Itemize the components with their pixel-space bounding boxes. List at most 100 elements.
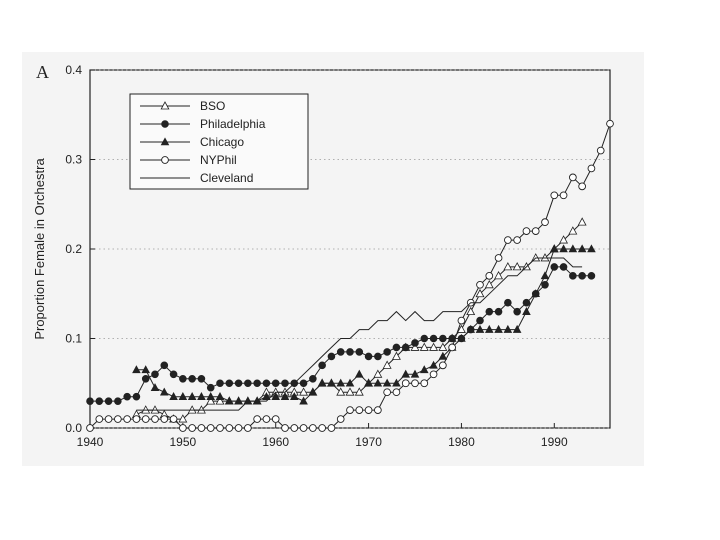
- data-point-philadelphia: [411, 339, 419, 347]
- legend-label-bso: BSO: [200, 99, 225, 113]
- data-point-chicago: [364, 378, 373, 387]
- data-point-chicago: [289, 392, 299, 400]
- data-point-philadelphia: [429, 334, 438, 343]
- data-point-nyphil: [429, 370, 438, 379]
- data-point-nyphil: [346, 406, 354, 414]
- data-point-philadelphia: [179, 374, 187, 383]
- data-point-bso: [382, 360, 392, 369]
- data-point-chicago: [373, 378, 383, 387]
- data-point-chicago: [438, 351, 448, 360]
- data-point-nyphil: [448, 343, 456, 352]
- data-point-chicago: [271, 392, 281, 400]
- data-point-chicago: [503, 324, 513, 333]
- data-point-bso: [336, 387, 346, 396]
- data-point-bso: [512, 262, 522, 271]
- data-point-bso: [206, 396, 216, 405]
- y-tick-label: 0.3: [65, 153, 82, 167]
- data-point-philadelphia: [141, 374, 150, 383]
- data-point-nyphil: [494, 254, 503, 262]
- data-point-chicago: [494, 324, 503, 333]
- y-axis-title: Proportion Female in Orchestra: [32, 158, 47, 340]
- data-point-chicago: [540, 271, 550, 280]
- data-point-nyphil: [606, 119, 614, 128]
- data-point-nyphil: [299, 424, 308, 432]
- data-point-bso: [503, 262, 513, 271]
- data-point-philadelphia: [336, 348, 345, 356]
- data-point-philadelphia: [216, 379, 224, 388]
- data-point-chicago: [577, 244, 587, 253]
- data-point-nyphil: [290, 424, 299, 432]
- legend-label-cleveland: Cleveland: [200, 171, 253, 185]
- data-point-philadelphia: [197, 374, 206, 383]
- data-point-philadelphia: [169, 370, 178, 379]
- data-point-bso: [410, 342, 420, 351]
- data-point-philadelphia: [123, 392, 131, 401]
- data-point-bso: [178, 414, 188, 423]
- data-point-philadelphia: [587, 272, 596, 280]
- series-line-cleveland: [136, 257, 583, 411]
- data-point-philadelphia: [95, 397, 104, 405]
- data-point-philadelphia: [104, 397, 113, 405]
- data-point-nyphil: [596, 146, 605, 155]
- data-point-philadelphia: [234, 379, 243, 388]
- data-point-nyphil: [578, 182, 586, 191]
- data-point-philadelphia: [401, 343, 410, 352]
- data-point-chicago: [262, 392, 271, 400]
- data-point-bso: [215, 396, 225, 405]
- y-tick-label: 0.2: [65, 242, 82, 256]
- data-point-chicago: [215, 392, 225, 400]
- series-layer: [86, 119, 614, 432]
- data-point-chicago: [224, 396, 234, 405]
- y-axis-ticks: 0.0 0.1 0.2 0.3 0.4: [65, 63, 82, 435]
- data-point-nyphil: [206, 424, 215, 432]
- data-point-chicago: [429, 360, 438, 369]
- data-point-nyphil: [587, 164, 596, 173]
- x-tick-label: 1950: [170, 435, 197, 449]
- data-point-nyphil: [271, 415, 280, 423]
- data-point-nyphil: [327, 424, 336, 432]
- data-point-philadelphia: [485, 307, 494, 316]
- data-point-bso: [373, 369, 383, 378]
- data-point-nyphil: [513, 236, 521, 244]
- data-point-philadelphia: [151, 370, 159, 379]
- data-point-nyphil: [374, 406, 382, 414]
- data-point-philadelphia: [299, 379, 308, 388]
- data-point-chicago: [559, 244, 568, 253]
- data-point-bso: [456, 324, 466, 333]
- data-point-bso: [438, 342, 448, 351]
- data-point-philadelphia: [522, 298, 531, 307]
- data-point-chicago: [206, 392, 216, 400]
- data-point-nyphil: [550, 191, 559, 200]
- data-point-philadelphia: [504, 298, 512, 307]
- data-point-chicago: [159, 387, 169, 396]
- data-point-philadelphia: [541, 281, 549, 289]
- line-chart: A 0.0 0.1 0.2 0.3 0.4 1940 1950 1960 197…: [32, 62, 614, 449]
- data-point-nyphil: [160, 415, 169, 423]
- data-point-chicago: [568, 244, 578, 253]
- x-tick-label: 1990: [541, 435, 568, 449]
- data-point-chicago: [484, 324, 494, 333]
- data-point-nyphil: [104, 415, 113, 423]
- data-point-philadelphia: [420, 334, 429, 343]
- data-point-nyphil: [262, 415, 271, 423]
- data-point-nyphil: [355, 406, 364, 414]
- data-point-chicago: [382, 378, 392, 387]
- x-tick-label: 1970: [355, 435, 382, 449]
- data-point-nyphil: [86, 424, 94, 432]
- data-point-philadelphia: [86, 397, 94, 405]
- data-point-chicago: [475, 324, 485, 333]
- data-point-nyphil: [336, 415, 345, 423]
- data-point-chicago: [327, 378, 336, 387]
- data-point-chicago: [457, 333, 466, 342]
- data-point-nyphil: [132, 415, 141, 423]
- data-point-chicago: [336, 378, 346, 387]
- legend-marker-bso: [160, 101, 170, 110]
- data-point-philadelphia: [271, 379, 280, 388]
- data-point-nyphil: [281, 424, 289, 432]
- data-point-bso: [419, 342, 429, 351]
- data-point-nyphil: [123, 415, 131, 423]
- data-point-nyphil: [485, 272, 494, 280]
- series-chicago: [132, 244, 596, 405]
- data-point-philadelphia: [476, 316, 484, 325]
- data-point-bso: [391, 351, 401, 360]
